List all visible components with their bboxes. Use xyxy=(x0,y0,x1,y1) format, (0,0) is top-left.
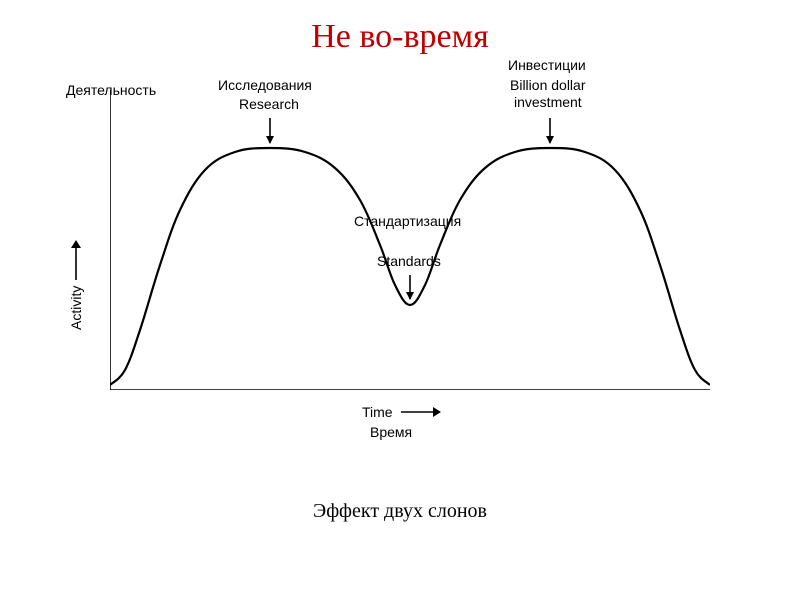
arrow-right-icon xyxy=(401,406,441,418)
annotation-standards-en: Standards xyxy=(377,253,441,269)
x-axis-label-en-group: Time xyxy=(362,404,441,420)
annotation-research-en: Research xyxy=(239,96,299,112)
annotation-research-ru: Исследования xyxy=(218,77,312,93)
arrow-up-icon xyxy=(70,240,82,280)
x-axis-label-ru: Время xyxy=(370,424,412,440)
chart-area: Исследования Research Стандартизация Sta… xyxy=(110,90,710,390)
page-title: Не во-время xyxy=(0,18,800,56)
annotation-standards-ru: Стандартизация xyxy=(354,213,461,229)
chart-svg xyxy=(110,90,710,390)
x-axis-label-en: Time xyxy=(362,404,393,420)
y-axis-label-en: Activity xyxy=(68,286,84,330)
annotation-investment-en-line2: investment xyxy=(514,94,582,110)
annotation-investment-en-line1: Billion dollar xyxy=(510,77,585,93)
subtitle: Эффект двух слонов xyxy=(0,500,800,523)
y-axis-label-en-group: Activity xyxy=(68,240,84,330)
annotation-investment-ru: Инвестиции xyxy=(508,57,586,73)
